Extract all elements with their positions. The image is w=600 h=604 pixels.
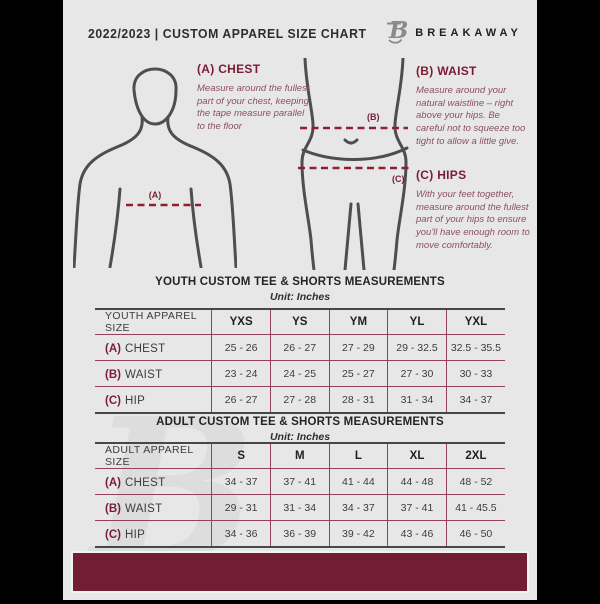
adult-size-table: ADULT APPAREL SIZE S M L XL 2XL (A) CHEST… bbox=[95, 442, 505, 548]
adult-size-col-m: M bbox=[269, 443, 330, 469]
row-label: HIP bbox=[124, 394, 146, 407]
measurement-cell: 30 - 33 bbox=[445, 360, 505, 387]
adult-table-header-row: ADULT APPAREL SIZE S M L XL 2XL bbox=[95, 443, 505, 469]
page-title: 2022/2023 | CUSTOM APPAREL SIZE CHART bbox=[88, 25, 367, 41]
row-prefix: (A) bbox=[105, 476, 121, 489]
adult-unit-label: Unit: Inches bbox=[269, 431, 331, 443]
measurement-cell: 37 - 41 bbox=[269, 468, 330, 495]
brand-name: BREAKAWAY bbox=[415, 27, 522, 39]
youth-hip-row: (C) HIP 26 - 27 27 - 28 28 - 31 31 - 34 3… bbox=[95, 386, 505, 413]
measurement-cell: 41 - 44 bbox=[328, 468, 388, 495]
measurement-cell: 29 - 32.5 bbox=[387, 334, 447, 361]
adult-section-title: ADULT CUSTOM TEE & SHORTS MEASUREMENTS bbox=[156, 416, 444, 428]
adult-size-col-s: S bbox=[211, 443, 271, 469]
youth-table-header-row: YOUTH APPAREL SIZE YXS YS YM YL YXL bbox=[95, 309, 505, 335]
measurement-cell: 28 - 31 bbox=[328, 386, 388, 413]
waist-marker-label: (B) bbox=[367, 112, 380, 122]
measurement-cell: 43 - 46 bbox=[387, 520, 447, 547]
row-prefix: (B) bbox=[105, 368, 121, 381]
size-chart-page: 2022/2023 | CUSTOM APPAREL SIZE CHART B … bbox=[63, 0, 537, 600]
measurement-cell: 37 - 41 bbox=[387, 494, 447, 521]
measurement-cell: 31 - 34 bbox=[269, 494, 330, 521]
measurement-cell: 46 - 50 bbox=[445, 520, 505, 547]
footer-accent-bar bbox=[73, 553, 527, 591]
adult-chest-row: (A) CHEST 34 - 37 37 - 41 41 - 44 44 - 48… bbox=[95, 468, 505, 495]
measurement-cell: 27 - 29 bbox=[328, 334, 388, 361]
measurement-cell: 26 - 27 bbox=[211, 386, 271, 413]
measurement-cell: 39 - 42 bbox=[328, 520, 388, 547]
torso-figure-illustration: (A) bbox=[73, 67, 237, 268]
row-label: CHEST bbox=[124, 342, 166, 355]
measurement-cell: 27 - 28 bbox=[269, 386, 330, 413]
row-label-cell: (B) WAIST bbox=[95, 360, 212, 387]
youth-size-col-yxs: YXS bbox=[211, 309, 271, 335]
measurement-cell: 29 - 31 bbox=[211, 494, 271, 521]
measurement-cell: 36 - 39 bbox=[269, 520, 330, 547]
row-prefix: (C) bbox=[105, 394, 121, 407]
measurement-cell: 26 - 27 bbox=[269, 334, 330, 361]
hips-body-text: With your feet together, measure around … bbox=[416, 189, 530, 251]
adult-waist-row: (B) WAIST 29 - 31 31 - 34 34 - 37 37 - 41… bbox=[95, 494, 505, 521]
chest-marker-label: (A) bbox=[149, 190, 162, 200]
youth-size-table: YOUTH APPAREL SIZE YXS YS YM YL YXL (A) C… bbox=[95, 308, 505, 414]
chest-body-text: Measure around the fullest part of your … bbox=[197, 83, 310, 133]
header: 2022/2023 | CUSTOM APPAREL SIZE CHART B … bbox=[63, 17, 537, 49]
row-label-cell: (B) WAIST bbox=[95, 494, 212, 521]
measurement-cell: 25 - 26 bbox=[211, 334, 271, 361]
adult-size-col-2xl: 2XL bbox=[445, 443, 505, 469]
measurement-cell: 41 - 45.5 bbox=[445, 494, 505, 521]
measurement-cell: 23 - 24 bbox=[211, 360, 271, 387]
waist-heading: (B) WAIST bbox=[416, 64, 477, 78]
youth-size-col-yl: YL bbox=[387, 309, 447, 335]
measurement-cell: 34 - 37 bbox=[211, 468, 271, 495]
waist-instructions: (B) WAIST Measure around your natural wa… bbox=[416, 64, 528, 149]
row-label: WAIST bbox=[124, 502, 163, 515]
svg-text:B: B bbox=[388, 17, 408, 44]
chest-instructions: (A) CHEST Measure around the fullest par… bbox=[197, 62, 311, 134]
adult-size-label-header: ADULT APPAREL SIZE bbox=[105, 444, 194, 468]
row-label-cell: (C) HIP bbox=[95, 386, 212, 413]
hips-marker-label: (C) bbox=[392, 174, 405, 184]
measurement-cell: 48 - 52 bbox=[445, 468, 505, 495]
youth-size-col-ys: YS bbox=[269, 309, 330, 335]
measurement-cell: 31 - 34 bbox=[387, 386, 447, 413]
adult-hip-row: (C) HIP 34 - 36 36 - 39 39 - 42 43 - 46 4… bbox=[95, 520, 505, 547]
youth-size-col-ym: YM bbox=[328, 309, 388, 335]
youth-chest-row: (A) CHEST 25 - 26 26 - 27 27 - 29 29 - 32… bbox=[95, 334, 505, 361]
hips-heading: (C) HIPS bbox=[416, 168, 467, 182]
measurement-cell: 27 - 30 bbox=[387, 360, 447, 387]
measurement-cell: 34 - 37 bbox=[445, 386, 505, 413]
adult-size-col-xl: XL bbox=[387, 443, 447, 469]
measurement-guide: (A) (B) (C) (A) CHEST Measure around the… bbox=[63, 0, 537, 275]
youth-size-col-yxl: YXL bbox=[445, 309, 505, 335]
row-prefix: (A) bbox=[105, 342, 121, 355]
measurement-cell: 32.5 - 35.5 bbox=[445, 334, 505, 361]
row-label-cell: (A) CHEST bbox=[95, 468, 212, 495]
row-label: WAIST bbox=[124, 368, 163, 381]
youth-unit-label: Unit: Inches bbox=[269, 291, 331, 303]
row-label-cell: (C) HIP bbox=[95, 520, 212, 547]
brand-lockup: B BREAKAWAY bbox=[384, 17, 522, 49]
adult-size-col-l: L bbox=[328, 443, 388, 469]
row-label: CHEST bbox=[124, 476, 166, 489]
measurement-cell: 34 - 37 bbox=[328, 494, 388, 521]
youth-size-label-header: YOUTH APPAREL SIZE bbox=[105, 310, 197, 334]
chest-heading: (A) CHEST bbox=[197, 62, 261, 76]
hips-instructions: (C) HIPS With your feet together, measur… bbox=[416, 168, 532, 253]
measurement-cell: 44 - 48 bbox=[387, 468, 447, 495]
youth-section-title: YOUTH CUSTOM TEE & SHORTS MEASUREMENTS bbox=[155, 276, 445, 288]
waist-body-text: Measure around your natural waistline – … bbox=[416, 85, 526, 147]
row-label: HIP bbox=[124, 528, 146, 541]
lower-body-figure-illustration: (B) (C) bbox=[298, 58, 412, 270]
youth-waist-row: (B) WAIST 23 - 24 24 - 25 25 - 27 27 - 30… bbox=[95, 360, 505, 387]
measurement-cell: 24 - 25 bbox=[269, 360, 330, 387]
row-label-cell: (A) CHEST bbox=[95, 334, 212, 361]
breakaway-b-logo-icon: B bbox=[384, 17, 409, 49]
row-prefix: (B) bbox=[105, 502, 121, 515]
row-prefix: (C) bbox=[105, 528, 121, 541]
measurement-cell: 34 - 36 bbox=[211, 520, 271, 547]
measurement-cell: 25 - 27 bbox=[328, 360, 388, 387]
